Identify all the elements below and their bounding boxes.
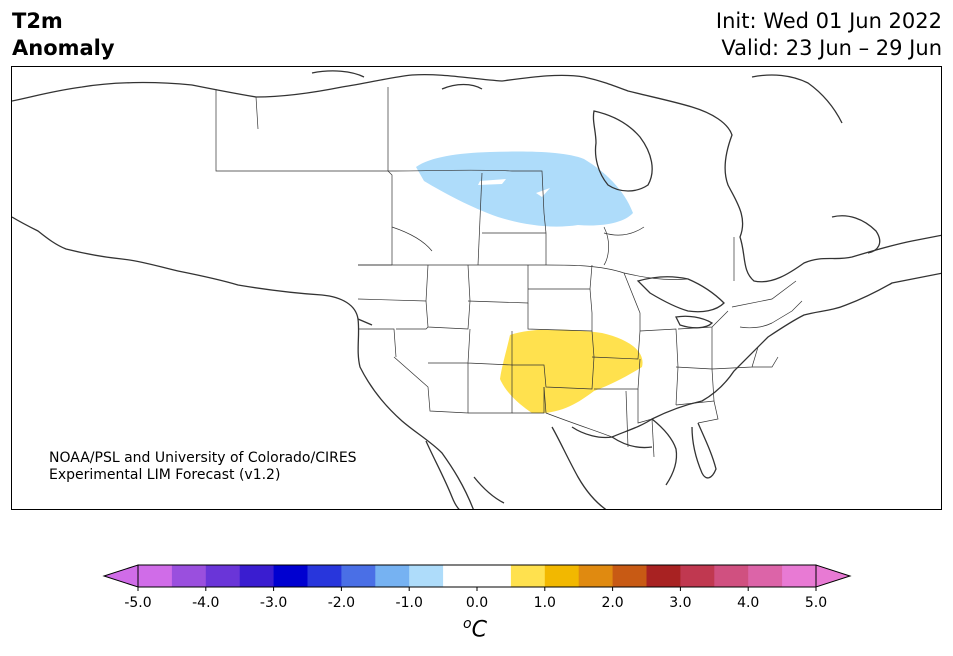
colorbar-bin-1	[171, 565, 207, 587]
forecast-dates: Init: Wed 01 Jun 2022 Valid: 23 Jun – 29…	[716, 8, 942, 62]
colorbar-bin-3	[239, 565, 275, 587]
colorbar-tick-label: 5.0	[805, 595, 827, 611]
colorbar-bin-5	[307, 565, 342, 587]
colorbar-bin-15	[646, 565, 681, 587]
colorbar: -5.0 -4.0 -3.0 -2.0 -1.0 0.0 1.0 2.0 3.0 4.0 5.0	[102, 564, 852, 611]
colorbar-tick-label: 0.0	[466, 595, 488, 611]
colorbar-tick-label: -4.0	[192, 595, 219, 611]
colorbar-bin-13	[578, 565, 614, 587]
unit-degree: o	[463, 616, 472, 632]
data-credit: NOAA/PSL and University of Colorado/CIRE…	[49, 450, 357, 484]
colorbar-bin-2	[205, 565, 241, 587]
colorbar-bin-18	[748, 565, 783, 587]
init-date: Init: Wed 01 Jun 2022	[715, 9, 942, 33]
unit-celsius: C	[471, 617, 487, 643]
colorbar-bin-9	[443, 565, 478, 587]
colorbar-tick-label: 4.0	[737, 595, 759, 611]
variable-name: T2m	[12, 9, 63, 33]
colorbar-bin-4	[273, 565, 308, 587]
colorbar-bin-0	[138, 565, 173, 587]
colorbar-bin-10	[477, 565, 512, 587]
colorbar-unit-label: oC	[463, 616, 487, 642]
valid-range: Valid: 23 Jun – 29 Jun	[721, 36, 942, 60]
cool-anomaly-canada-prairies	[416, 151, 633, 227]
colorbar-bin-19	[782, 565, 817, 587]
colorbar-bin-7	[375, 565, 410, 587]
colorbar-bin-8	[409, 565, 444, 587]
colorbar-tick-label: 2.0	[601, 595, 623, 611]
north-america-map	[12, 70, 941, 509]
colorbar-bin-11	[510, 565, 546, 587]
credit-line-2: Experimental LIM Forecast (v1.2)	[49, 467, 281, 483]
map-title: T2m Anomaly	[12, 8, 115, 62]
colorbar-tick-label: -5.0	[124, 595, 151, 611]
colorbar-bin-14	[612, 565, 647, 587]
colorbar-tick-label: -2.0	[328, 595, 355, 611]
colorbar-bin-16	[680, 565, 715, 587]
map-panel	[11, 66, 942, 510]
colorbar-bin-12	[544, 565, 580, 587]
colorbar-tick-label: -1.0	[396, 595, 423, 611]
warm-anomaly-central-plains	[500, 329, 643, 414]
credit-line-1: NOAA/PSL and University of Colorado/CIRE…	[49, 450, 357, 466]
colorbar-tick-label: 1.0	[534, 595, 556, 611]
colorbar-bin-6	[341, 565, 376, 587]
colorbar-tick-label: 3.0	[669, 595, 691, 611]
quantity-name: Anomaly	[12, 36, 115, 60]
colorbar-over-extend	[815, 564, 852, 588]
colorbar-under-extend	[102, 564, 139, 588]
colorbar-bin-17	[714, 565, 749, 587]
colorbar-tick-label: -3.0	[260, 595, 287, 611]
